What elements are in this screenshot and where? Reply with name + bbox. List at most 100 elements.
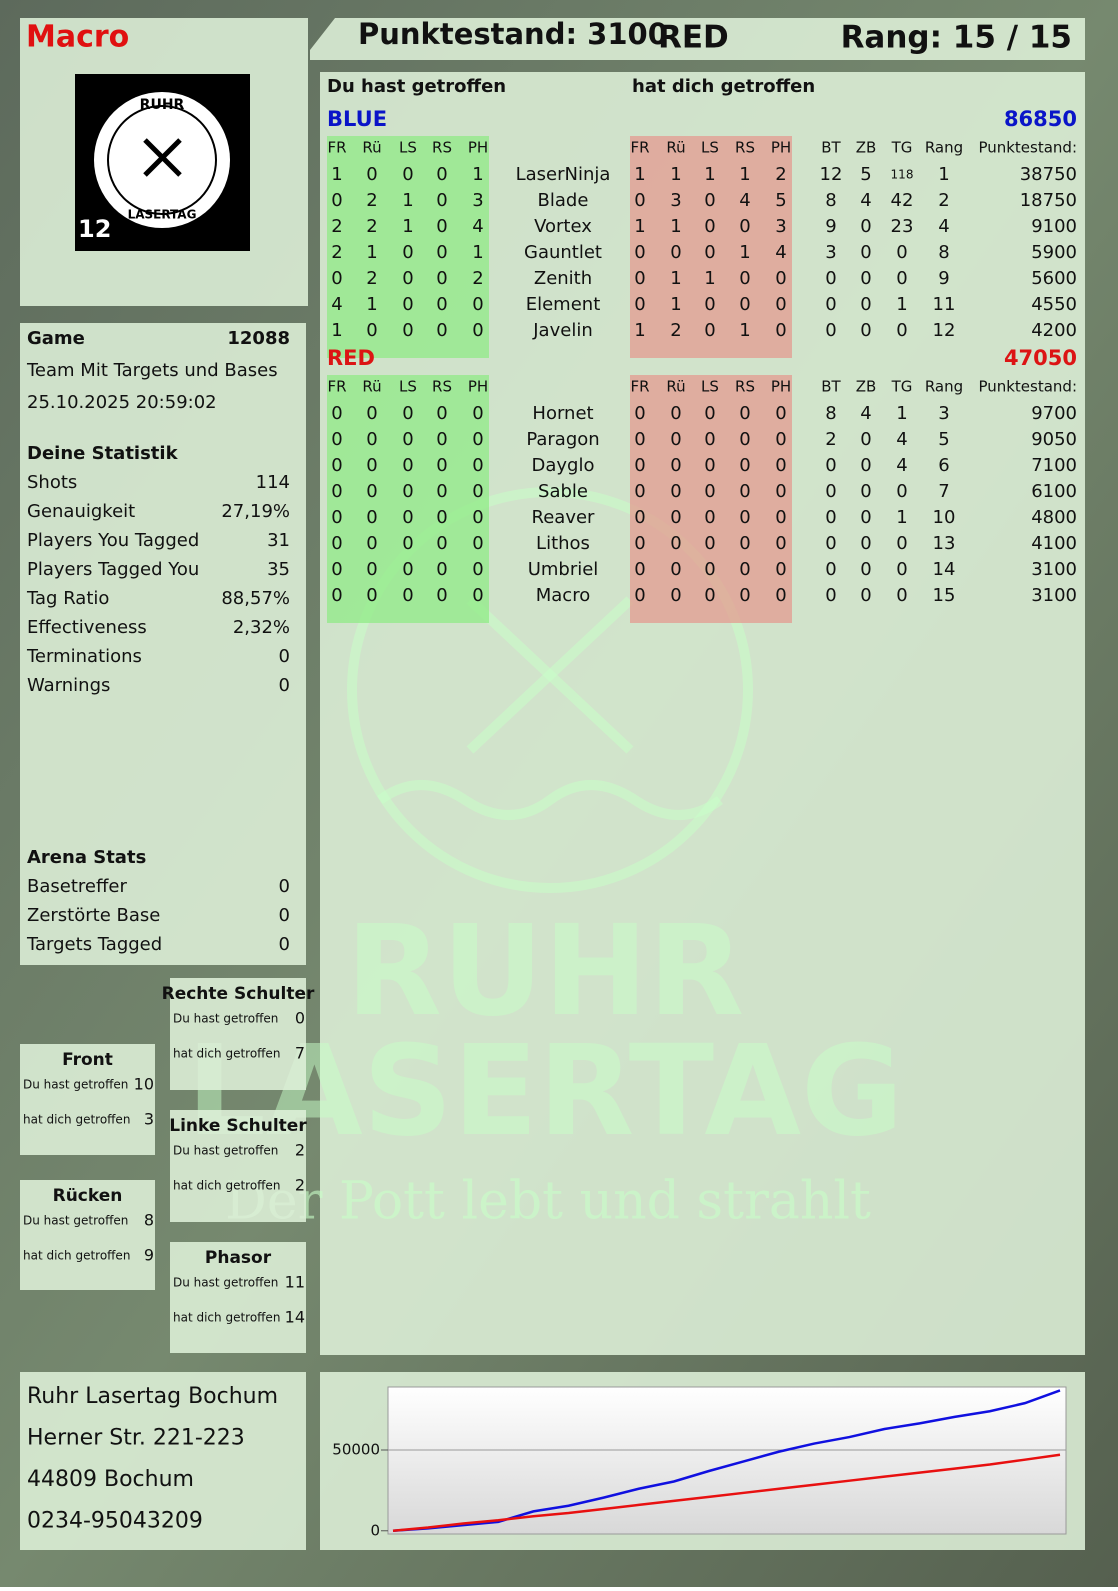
cell: 0 xyxy=(775,294,786,315)
cell: 0 xyxy=(402,320,413,341)
cell: 0 xyxy=(825,533,836,554)
cell: 0 xyxy=(634,507,645,528)
cell: 0 xyxy=(670,403,681,424)
cell: 7100 xyxy=(1031,455,1077,476)
cell: 0 xyxy=(739,585,750,606)
cell: 4800 xyxy=(1031,507,1077,528)
plot-area xyxy=(387,1386,1067,1535)
col-header: RS xyxy=(735,378,755,396)
stat-label: Terminations xyxy=(26,646,142,667)
y-tick-label: 0 xyxy=(370,1521,380,1539)
cell: 0 xyxy=(402,403,413,424)
cell: 0 xyxy=(670,429,681,450)
cell: 0 xyxy=(739,507,750,528)
cell: 0 xyxy=(366,533,377,554)
cell: 0 xyxy=(860,481,871,502)
cell: 0 xyxy=(402,585,413,606)
cell: 4 xyxy=(896,455,907,476)
cell: 8 xyxy=(938,242,949,263)
zone-got: 3 xyxy=(144,1110,154,1129)
zone-got-label: hat dich getroffen xyxy=(173,1311,280,1325)
cell: 1 xyxy=(402,190,413,211)
cell: 0 xyxy=(860,559,871,580)
player-name: Dayglo xyxy=(532,455,595,476)
zone-box xyxy=(170,1110,306,1222)
cell: 0 xyxy=(634,242,645,263)
address-line: Ruhr Lasertag Bochum xyxy=(27,1384,278,1409)
cell: 0 xyxy=(402,559,413,580)
zone-hit: 0 xyxy=(295,1009,305,1028)
watermark-circle xyxy=(347,487,753,893)
cell: 0 xyxy=(896,559,907,580)
player-name: Zenith xyxy=(534,268,592,289)
player-name: Sable xyxy=(538,481,588,502)
cell: 1 xyxy=(896,294,907,315)
col-header: Rü xyxy=(362,139,381,157)
cell: 3 xyxy=(825,242,836,263)
cell: 0 xyxy=(739,294,750,315)
logo-badge: 12 xyxy=(78,215,111,243)
cell: 0 xyxy=(860,455,871,476)
cell: 1 xyxy=(331,164,342,185)
cell: 0 xyxy=(331,481,342,502)
cell: 0 xyxy=(472,320,483,341)
col-header: Punktestand: xyxy=(978,139,1077,157)
y-tick-label: 50000 xyxy=(332,1441,380,1459)
watermark-pick xyxy=(466,596,634,754)
col-header: TG xyxy=(891,378,913,396)
stat-label: Warnings xyxy=(27,675,110,696)
cell: 2 xyxy=(825,429,836,450)
zone-hit-label: Du hast getroffen xyxy=(23,1078,128,1092)
cell: 12 xyxy=(933,320,956,341)
cell: 0 xyxy=(472,429,483,450)
logo-text: LASERTAG xyxy=(128,208,197,222)
cell: 1 xyxy=(472,164,483,185)
cell: 0 xyxy=(634,294,645,315)
cell: 0 xyxy=(436,455,447,476)
cell: 0 xyxy=(860,585,871,606)
address-panel xyxy=(20,1372,306,1550)
cell: 0 xyxy=(436,294,447,315)
cell: 0 xyxy=(366,481,377,502)
stat-value: 31 xyxy=(267,530,290,551)
cell: 0 xyxy=(366,403,377,424)
stats-panel xyxy=(20,323,306,965)
stat-label: Tag Ratio xyxy=(26,588,109,609)
cell: 0 xyxy=(331,190,342,211)
cell: 0 xyxy=(366,559,377,580)
cell: 0 xyxy=(331,429,342,450)
got-heading: hat dich getroffen xyxy=(632,76,815,97)
cell: 0 xyxy=(331,533,342,554)
zone-box xyxy=(170,1242,306,1353)
cell: 0 xyxy=(825,268,836,289)
player-name: Paragon xyxy=(526,429,599,450)
cell: 0 xyxy=(472,585,483,606)
cell: 0 xyxy=(402,164,413,185)
cell: 4 xyxy=(860,403,871,424)
cell: 0 xyxy=(634,429,645,450)
cell: 0 xyxy=(331,585,342,606)
cell: 4 xyxy=(896,429,907,450)
cell: 0 xyxy=(331,507,342,528)
watermark-slogan: Der Pott lebt und strahlt xyxy=(225,1172,871,1232)
zone-box xyxy=(20,1180,155,1290)
cell: 0 xyxy=(860,294,871,315)
cell: 0 xyxy=(331,455,342,476)
cell: 0 xyxy=(331,268,342,289)
cell: 0 xyxy=(704,403,715,424)
cell: 0 xyxy=(704,429,715,450)
cell: 118 xyxy=(891,168,914,182)
col-header: RS xyxy=(432,139,452,157)
cell: 1 xyxy=(670,164,681,185)
stat-label: Zerstörte Base xyxy=(27,905,160,926)
stat-value: 2,32% xyxy=(233,617,290,638)
zone-got-label: hat dich getroffen xyxy=(173,1179,280,1193)
watermark-text: RUHR xyxy=(346,899,745,1044)
col-header: BT xyxy=(821,378,841,396)
cell: 4 xyxy=(775,242,786,263)
cell: 0 xyxy=(670,481,681,502)
cell: 0 xyxy=(402,242,413,263)
stat-label: Shots xyxy=(27,472,77,493)
cell: 4 xyxy=(739,190,750,211)
header-bar xyxy=(310,18,1085,60)
